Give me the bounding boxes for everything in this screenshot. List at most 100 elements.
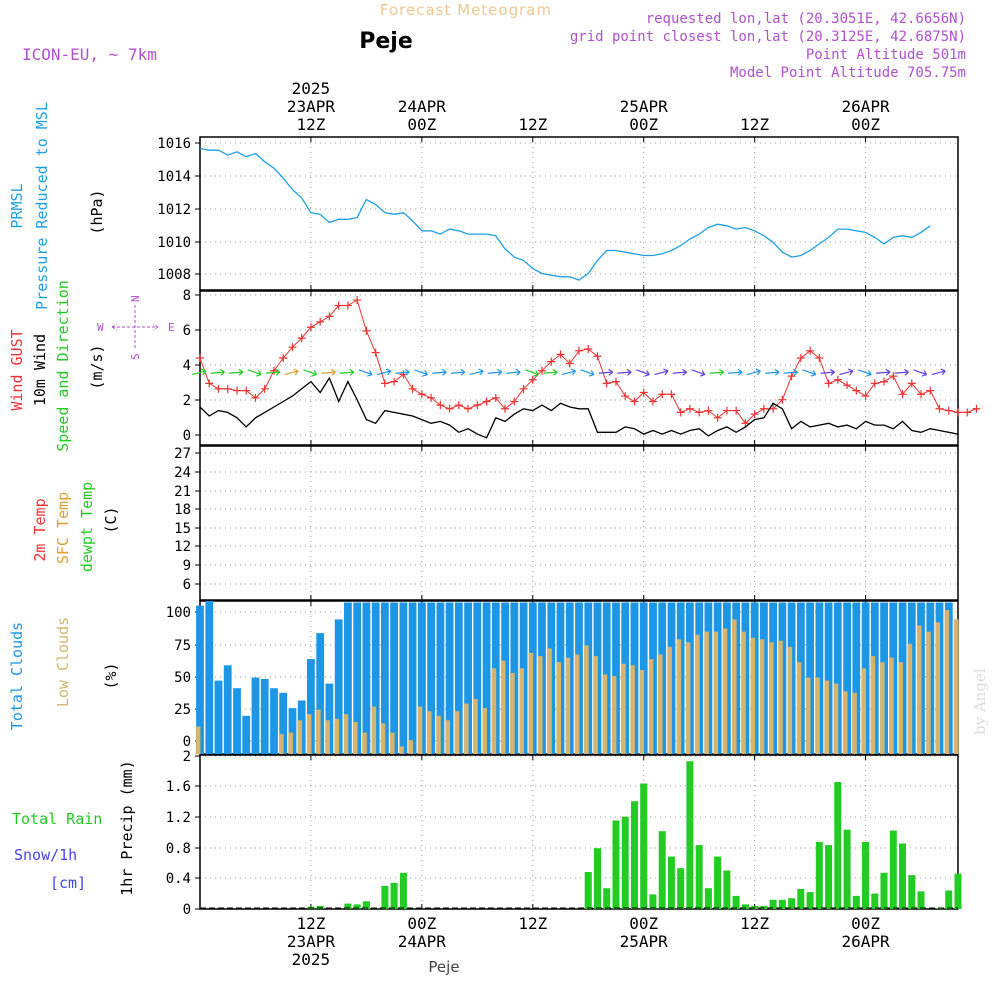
total-cloud-bar: [260, 679, 269, 754]
snow-unit-label: [cm]: [50, 874, 86, 892]
low-cloud-bar: [353, 721, 358, 754]
pressure-line: [199, 147, 931, 281]
gust-marker: [334, 301, 343, 310]
gust-marker: [575, 346, 583, 355]
wind-panel: 8 6 4 2 0 W E N S: [97, 288, 981, 446]
gust-marker: [954, 408, 962, 417]
low-cloud-bar: [445, 720, 450, 754]
gust-marker: [759, 404, 768, 413]
gust-marker: [898, 390, 907, 399]
temp-tick-label: 21: [174, 484, 191, 500]
gust-marker: [658, 390, 667, 399]
pressure-panel: 1016 1014 1012 1010 1008: [157, 136, 959, 291]
gust-marker: [297, 334, 306, 343]
low-cloud-bar: [417, 706, 423, 754]
low-cloud-bar: [842, 691, 848, 754]
gust-marker: [538, 366, 547, 375]
gust-marker: [621, 392, 630, 401]
temp-sfc-label: SFC Temp: [54, 492, 72, 564]
wind-arrow: [839, 368, 854, 376]
bottom-time-label: 00Z: [851, 914, 880, 933]
low-cloud-bar: [584, 645, 589, 754]
low-clouds-label: Low Clouds: [54, 617, 72, 707]
location-title: Peje: [359, 29, 413, 54]
gust-marker: [491, 393, 500, 402]
wind-arrow-shape: [820, 368, 835, 376]
gust-marker: [648, 397, 657, 406]
wind-gust-label: Wind GUST: [8, 329, 26, 410]
low-cloud-bar: [769, 642, 774, 754]
wind-arrow: [617, 368, 632, 376]
gust-marker: [417, 390, 426, 399]
wind-arrow: [284, 368, 299, 376]
total-cloud-bar: [464, 602, 472, 754]
gust-marker: [362, 326, 371, 335]
gust-marker: [547, 357, 556, 366]
clouds-tick-label: 50: [174, 670, 191, 686]
wind-frame: [199, 290, 959, 446]
wind-tick-label: 4: [183, 358, 191, 374]
wind-arrow-shape: [783, 368, 798, 376]
wind-arrow-shape: [450, 368, 466, 376]
total-cloud-bar: [381, 602, 389, 754]
rain-bar: [732, 895, 740, 909]
low-cloud-bar: [482, 708, 487, 754]
gust-marker: [427, 393, 436, 402]
total-cloud-bar: [279, 692, 288, 754]
top-time-label: 25APR: [620, 97, 669, 116]
low-cloud-bar: [630, 665, 635, 754]
gust-marker: [944, 406, 953, 415]
wind-speed-dir-label: Speed and Direction: [54, 280, 72, 452]
gust-marker: [196, 354, 204, 363]
total-cloud-bar: [362, 602, 371, 754]
wind-arrow: [635, 369, 650, 377]
wind-arrow-shape: [339, 368, 355, 376]
low-cloud-bar: [500, 660, 506, 754]
top-time-label: 12Z: [740, 115, 769, 134]
pressure-tick-label: 1012: [157, 202, 191, 218]
low-cloud-bar: [343, 714, 349, 754]
gust-marker: [889, 372, 898, 381]
bottom-time-label: 25APR: [620, 932, 669, 951]
low-cloud-bar: [316, 709, 321, 754]
rain-bar: [945, 890, 953, 909]
bottom-time-label: 24APR: [398, 932, 447, 951]
low-cloud-bar: [916, 625, 922, 754]
gust-marker: [232, 386, 241, 395]
total-cloud-bar: [436, 602, 445, 754]
rain-bar: [667, 856, 675, 909]
wind-arrow-shape: [635, 369, 650, 377]
wind-arrow-shape: [303, 369, 318, 377]
wind-arrow: [395, 368, 410, 376]
rain-bar: [658, 831, 666, 909]
gust-marker: [436, 401, 445, 410]
total-cloud-bar: [344, 602, 352, 754]
requested-coords: requested lon,lat (20.3051E, 42.6656N): [646, 11, 966, 27]
gust-marker: [741, 419, 750, 428]
precip-axis-label: 1hr Precip (mm): [118, 760, 136, 895]
footer-location: Peje: [428, 958, 459, 976]
low-cloud-bar: [889, 657, 894, 754]
top-time-label: 24APR: [398, 97, 447, 116]
temp-tick-label: 6: [183, 577, 191, 593]
rain-bar: [917, 891, 925, 909]
rain-bar: [760, 905, 768, 909]
wind-tick-label: 2: [183, 393, 191, 409]
temp-panel: 27 24 21 18 15 12 9 6: [174, 446, 959, 601]
low-cloud-bar: [288, 732, 293, 754]
low-cloud-bar: [297, 720, 303, 754]
low-cloud-bar: [852, 692, 857, 754]
precip-frame: [199, 754, 959, 910]
gust-marker: [223, 384, 232, 393]
rain-bar: [880, 872, 888, 909]
temp-tick-label: 15: [174, 521, 191, 537]
gust-marker: [824, 379, 833, 388]
rain-bar: [649, 894, 657, 909]
wind-arrow: [339, 368, 355, 376]
clouds-tick-label: 75: [174, 638, 191, 654]
wind-arrow-shape: [284, 368, 299, 376]
wind-arrow-shape: [728, 368, 743, 376]
gust-line: [199, 299, 977, 425]
compass-east: E: [168, 321, 175, 334]
